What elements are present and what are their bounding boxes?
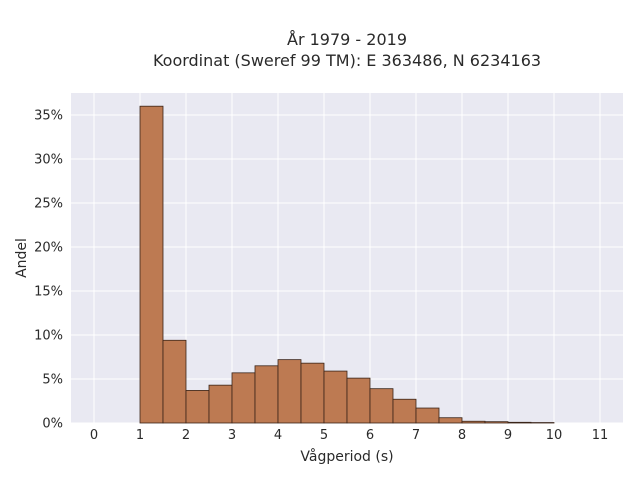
y-tick-label: 20% (34, 241, 63, 256)
y-tick-label: 10% (34, 329, 63, 344)
chart-title-line1: År 1979 - 2019 (287, 30, 407, 49)
histogram-bar (162, 339, 187, 424)
x-axis-ticks: 0 1 2 3 4 5 6 7 8 9 10 11 (90, 428, 608, 443)
chart-title-line2: Koordinat (Sweref 99 TM): E 363486, N 62… (153, 51, 541, 70)
x-tick-label: 5 (320, 428, 328, 443)
y-tick-label: 0% (42, 417, 63, 432)
x-tick-label: 8 (458, 428, 466, 443)
x-tick-label: 2 (182, 428, 190, 443)
x-tick-label: 1 (136, 428, 144, 443)
histogram-bar (461, 420, 486, 424)
histogram-bar (277, 359, 302, 424)
histogram-bar (300, 362, 325, 424)
x-tick-label: 11 (592, 428, 609, 443)
x-tick-label: 0 (90, 428, 98, 443)
x-tick-label: 4 (274, 428, 282, 443)
histogram-bar (507, 421, 532, 424)
histogram-bar (323, 370, 348, 424)
histogram-bar (346, 377, 371, 424)
y-tick-label: 30% (34, 153, 63, 168)
y-axis-ticks: 0% 5% 10% 15% 20% 25% 30% 35% (34, 109, 63, 432)
x-tick-label: 9 (504, 428, 512, 443)
y-tick-label: 15% (34, 285, 63, 300)
histogram-bar (208, 384, 233, 424)
y-axis-label: Andel (14, 238, 30, 278)
histogram-bar (139, 105, 164, 424)
x-tick-label: 6 (366, 428, 374, 443)
histogram-bar (392, 398, 417, 424)
histogram-bar (185, 390, 210, 424)
histogram-bars (139, 105, 555, 424)
histogram-bar (369, 388, 394, 424)
histogram-bar (254, 365, 279, 424)
grid-lines (71, 93, 623, 424)
histogram-bar (438, 417, 463, 424)
y-tick-label: 35% (34, 109, 63, 124)
histogram-bar (484, 421, 509, 424)
x-tick-label: 10 (546, 428, 563, 443)
histogram-bar (231, 372, 256, 424)
y-tick-label: 5% (42, 373, 63, 388)
y-tick-label: 25% (34, 197, 63, 212)
histogram-bar (415, 407, 440, 424)
x-axis-label: Vågperiod (s) (300, 448, 393, 465)
x-tick-label: 7 (412, 428, 420, 443)
x-tick-label: 3 (228, 428, 236, 443)
